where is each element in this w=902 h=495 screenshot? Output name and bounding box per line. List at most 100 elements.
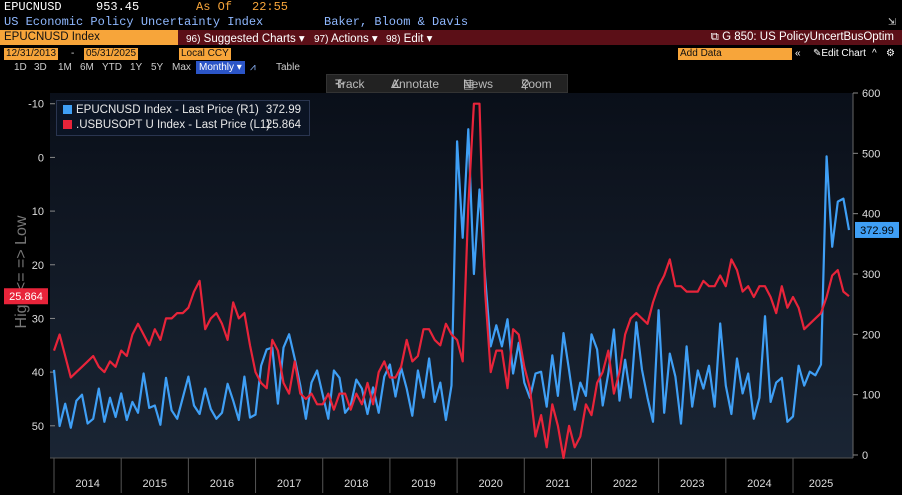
right-tick-label: 500 — [862, 148, 880, 160]
left-tick-label: 20 — [32, 260, 44, 272]
x-tick-label: 2017 — [277, 478, 301, 490]
menu-number: 97) — [314, 34, 329, 45]
menu-number: 98) — [386, 34, 401, 45]
security-field[interactable]: EPUCNUSD Index — [0, 30, 178, 45]
start-date-input[interactable]: 12/31/2013 — [4, 48, 59, 60]
period-5y[interactable]: 5Y — [151, 62, 164, 73]
legend-value: 25.864 — [265, 119, 301, 131]
subtitle-row: US Economic Policy Uncertainty Index Bak… — [0, 14, 902, 30]
left-axis-label: High <= => Low — [13, 215, 30, 328]
data-source: Baker, Bloom & Davis — [324, 15, 469, 29]
x-tick-label: 2021 — [546, 478, 570, 490]
date-separator: - — [71, 48, 75, 59]
legend-entry-busopt[interactable]: .USBUSOPT U Index - Last Price (L1) 25.8… — [63, 118, 305, 133]
period-1m[interactable]: 1M — [58, 62, 72, 73]
right-tick-label: 200 — [862, 329, 880, 341]
legend-label: .USBUSOPT U Index - Last Price (L1) — [76, 119, 271, 131]
chart-name[interactable]: ⧉ G 850: US PolicyUncertBusOptim — [711, 31, 894, 44]
chart-legend: EPUCNUSD Index - Last Price (R1) 372.99 … — [56, 100, 310, 136]
table-button[interactable]: Table — [276, 62, 300, 73]
last-price: 953.45 — [96, 0, 140, 14]
right-tick-label: 0 — [862, 450, 868, 462]
external-link-icon: ⧉ — [710, 31, 719, 43]
menu-label: Suggested Charts ▾ — [203, 33, 305, 45]
crosshair-icon: ✛ — [335, 77, 346, 91]
zoom-label: Zoom — [521, 77, 552, 91]
chart-type-icon[interactable]: ⩘ — [250, 62, 256, 73]
track-label: Track — [335, 77, 365, 91]
period-row: 1D 3D 1M 6M YTD 1Y 5Y Max Monthly ▾ ⩘ Ta… — [0, 61, 902, 74]
annotate-label: Annotate — [391, 77, 440, 91]
x-tick-label: 2015 — [143, 478, 167, 490]
menu-label: Actions ▾ — [331, 33, 378, 45]
x-tick-label: 2022 — [613, 478, 637, 490]
security-name: US Economic Policy Uncertainty Index — [4, 15, 264, 29]
as-of-time: 22:55 — [252, 0, 289, 14]
actions-menu[interactable]: 97) Actions ▾ — [314, 31, 378, 45]
menu-number: 96) — [186, 34, 201, 45]
collapse-button[interactable]: « — [795, 48, 801, 59]
legend-label: EPUCNUSD Index - Last Price (R1) — [76, 104, 259, 116]
as-of-label: As Of — [196, 0, 233, 14]
date-row: 12/31/2013 - 05/31/2025 Local CCY Add Da… — [0, 47, 902, 61]
period-ytd[interactable]: YTD — [102, 62, 122, 73]
left-tick-label: 50 — [32, 421, 44, 433]
menu-label: Edit ▾ — [403, 33, 433, 45]
legend-swatch — [63, 105, 72, 114]
up-button[interactable]: ^ — [872, 48, 877, 59]
series-line-busopt — [52, 102, 850, 460]
left-tick-label: 0 — [38, 152, 44, 164]
chart-name-text: G 850: US PolicyUncertBusOptim — [722, 31, 894, 43]
last-value-badge-busopt — [4, 288, 48, 305]
x-tick-label: 2025 — [809, 478, 833, 490]
currency-select[interactable]: Local CCY — [179, 48, 231, 60]
security-field-text: EPUCNUSD Index — [4, 31, 100, 43]
x-tick-label: 2014 — [75, 478, 99, 490]
pencil-icon: ✎ — [813, 48, 822, 59]
edit-chart-button[interactable]: ✎Edit Chart — [813, 48, 866, 59]
last-value-busopt: 25.864 — [9, 291, 43, 303]
ticker: EPUCNUSD — [4, 0, 62, 14]
edit-chart-label: Edit Chart — [821, 48, 866, 59]
period-max[interactable]: Max — [172, 62, 191, 73]
pencil-icon: ∠ — [391, 77, 402, 91]
period-6m[interactable]: 6M — [80, 62, 94, 73]
x-tick-label: 2024 — [747, 478, 771, 490]
legend-value: 372.99 — [265, 104, 301, 116]
gear-icon[interactable]: ⚙ — [886, 48, 895, 59]
left-tick-label: 30 — [32, 313, 44, 325]
expand-icon[interactable]: ⇲ — [888, 14, 896, 29]
frequency-select[interactable]: Monthly ▾ — [196, 61, 245, 74]
edit-menu[interactable]: 98) Edit ▾ — [386, 31, 432, 45]
legend-entry-epu[interactable]: EPUCNUSD Index - Last Price (R1) 372.99 — [63, 103, 305, 118]
last-value-epu: 372.99 — [860, 225, 894, 237]
right-tick-label: 100 — [862, 390, 880, 402]
left-tick-label: -10 — [28, 99, 44, 111]
end-date-input[interactable]: 05/31/2025 — [84, 48, 139, 60]
news-icon: ▤ — [463, 77, 475, 91]
last-value-badge-epu — [855, 221, 899, 238]
x-tick-label: 2023 — [680, 478, 704, 490]
add-data-input[interactable]: Add Data — [678, 48, 792, 60]
suggested-charts-menu[interactable]: 96) Suggested Charts ▾ — [186, 31, 305, 45]
title-row: EPUCNUSD 953.45 As Of 22:55 — [0, 0, 902, 14]
period-1y[interactable]: 1Y — [130, 62, 143, 73]
function-bar: EPUCNUSD Index 96) Suggested Charts ▾ 97… — [0, 30, 902, 45]
right-tick-label: 300 — [862, 269, 880, 281]
x-tick-label: 2019 — [411, 478, 435, 490]
x-tick-label: 2016 — [210, 478, 234, 490]
right-tick-label: 600 — [862, 88, 880, 100]
news-label: News — [463, 77, 494, 91]
legend-swatch — [63, 120, 72, 129]
period-1d[interactable]: 1D — [14, 62, 27, 73]
chart-toolbar: ✛ Track ∠ Annotate ▤ News ⚲ Zoom — [326, 74, 568, 93]
left-tick-label: 40 — [32, 367, 44, 379]
magnifier-icon: ⚲ — [521, 77, 530, 91]
series-line-epu — [52, 128, 851, 429]
period-3d[interactable]: 3D — [34, 62, 47, 73]
right-tick-label: 400 — [862, 209, 880, 221]
x-tick-label: 2018 — [344, 478, 368, 490]
left-tick-label: 10 — [32, 206, 44, 218]
x-tick-label: 2020 — [478, 478, 502, 490]
